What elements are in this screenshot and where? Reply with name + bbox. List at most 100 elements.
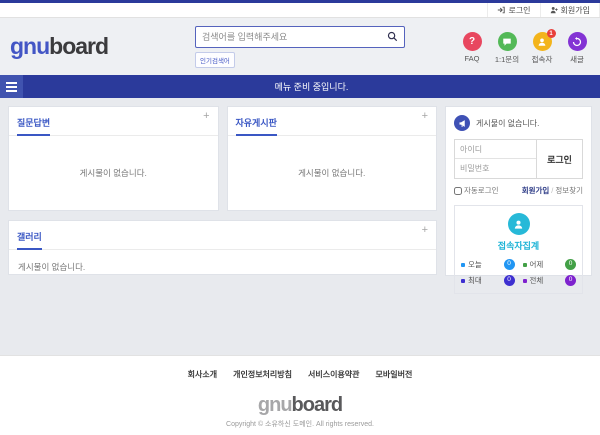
yesterday-label: 어제 bbox=[529, 260, 544, 269]
faq-button[interactable]: ? FAQ bbox=[459, 32, 485, 65]
footer-link-privacy[interactable]: 개인정보처리방침 bbox=[233, 370, 292, 379]
signup-sidebar-link[interactable]: 회원가입 bbox=[521, 186, 550, 195]
user-plus-icon bbox=[550, 6, 558, 14]
stat-total: 전체 0 bbox=[522, 275, 576, 286]
yesterday-value: 0 bbox=[565, 259, 576, 270]
max-label: 최대 bbox=[468, 276, 482, 285]
footer-link-mobile[interactable]: 모바일버전 bbox=[375, 370, 413, 379]
visitors-user-icon: 1 bbox=[532, 29, 556, 51]
yesterday-dot bbox=[522, 262, 527, 267]
search-button[interactable] bbox=[387, 30, 398, 45]
new-posts-label: 새글 bbox=[570, 55, 584, 64]
signup-link-label: 회원가입 bbox=[560, 5, 590, 15]
signup-link[interactable]: 회원가입 bbox=[539, 3, 600, 17]
chat-bubble-icon bbox=[497, 32, 517, 51]
total-value: 0 bbox=[565, 275, 576, 286]
board-free: 자유게시판 + 게시물이 없습니다. bbox=[226, 106, 437, 211]
links-divider: / bbox=[551, 186, 554, 195]
footer-logo-board: board bbox=[291, 394, 344, 416]
board-free-empty-text: 게시물이 없습니다. bbox=[298, 168, 366, 178]
board-free-header: 자유게시판 + bbox=[227, 107, 436, 136]
megaphone-icon bbox=[454, 115, 470, 131]
top-accent-line bbox=[0, 0, 600, 3]
logo-gnu: gnu bbox=[10, 33, 50, 59]
login-inputs bbox=[455, 140, 536, 178]
hamburger-menu-icon[interactable] bbox=[0, 75, 23, 98]
board-gallery: 갤러리 + 게시물이 없습니다. bbox=[8, 220, 437, 275]
inquiry-button[interactable]: 1:1문의 bbox=[494, 32, 520, 65]
stat-today: 오늘 0 bbox=[461, 259, 515, 270]
search-area: 인기검색어 bbox=[195, 26, 405, 68]
visitor-stats-user-icon bbox=[507, 213, 530, 235]
site-logo[interactable]: gnuboard bbox=[10, 33, 109, 59]
footer-logo: gnuboard bbox=[0, 395, 600, 415]
member-links: 회원가입 / 정보찾기 bbox=[522, 185, 583, 196]
footer-links: 회사소개 개인정보처리방침 서비스이용약관 모바일버전 bbox=[0, 369, 600, 380]
auto-login-checkbox[interactable] bbox=[454, 186, 462, 195]
find-info-link[interactable]: 정보찾기 bbox=[555, 186, 583, 195]
today-dot bbox=[461, 262, 465, 267]
popular-search-badge[interactable]: 인기검색어 bbox=[195, 52, 235, 68]
stat-yesterday: 어제 0 bbox=[522, 259, 576, 270]
sign-in-icon bbox=[497, 6, 506, 14]
login-button[interactable]: 로그인 bbox=[536, 140, 582, 178]
board-gallery-more-button[interactable]: + bbox=[421, 224, 428, 236]
max-dot bbox=[461, 278, 465, 283]
notice-widget: 게시물이 없습니다. bbox=[454, 115, 583, 131]
site-header: gnuboard 인기검색어 ? FAQ 1:1문의 bbox=[0, 18, 600, 75]
password-field[interactable] bbox=[455, 159, 536, 178]
new-posts-button[interactable]: 새글 bbox=[564, 32, 590, 65]
board-gallery-empty-text: 게시물이 없습니다. bbox=[18, 262, 86, 272]
footer-link-company[interactable]: 회사소개 bbox=[187, 370, 218, 379]
total-label: 전체 bbox=[529, 276, 544, 285]
auto-login-text: 자동로그인 bbox=[464, 186, 499, 195]
visitor-stats-title: 접속자집계 bbox=[497, 241, 540, 251]
login-options: 자동로그인 회원가입 / 정보찾기 bbox=[454, 185, 583, 196]
today-value: 0 bbox=[503, 259, 515, 270]
login-form: 로그인 bbox=[454, 139, 583, 179]
board-free-more-button[interactable]: + bbox=[421, 110, 428, 122]
footer-link-terms[interactable]: 서비스이용약관 bbox=[308, 370, 360, 379]
logo-board: board bbox=[49, 33, 109, 59]
visitors-count-badge: 1 bbox=[546, 29, 556, 38]
search-box bbox=[195, 26, 405, 48]
login-link-label: 로그인 bbox=[508, 5, 531, 15]
faq-label: FAQ bbox=[464, 54, 480, 63]
main-nav: 메뉴 준비 중입니다. bbox=[0, 75, 600, 98]
faq-question-icon: ? bbox=[462, 32, 482, 51]
visitors-label: 접속자 bbox=[531, 55, 553, 64]
board-gallery-title[interactable]: 갤러리 bbox=[17, 230, 42, 250]
site-footer: 회사소개 개인정보처리방침 서비스이용약관 모바일버전 gnuboard Cop… bbox=[0, 355, 600, 435]
board-qa-header: 질문답변 + bbox=[9, 107, 218, 136]
user-id-field[interactable] bbox=[455, 140, 536, 159]
today-label: 오늘 bbox=[468, 260, 482, 269]
notice-empty-text: 게시물이 없습니다. bbox=[476, 118, 540, 128]
stat-max: 최대 0 bbox=[461, 275, 515, 286]
footer-logo-gnu: gnu bbox=[257, 394, 293, 416]
board-qa-empty-text: 게시물이 없습니다. bbox=[79, 168, 147, 178]
auto-login-label[interactable]: 자동로그인 bbox=[454, 185, 499, 196]
board-qa: 질문답변 + 게시물이 없습니다. bbox=[8, 106, 219, 211]
login-link[interactable]: 로그인 bbox=[487, 3, 539, 17]
sidebar: 게시물이 없습니다. 로그인 자동로그인 회원가입/정보찾기 bbox=[445, 106, 592, 294]
visitor-stats-grid: 오늘 0 어제 0 최대 0 전체 0 bbox=[461, 259, 576, 286]
board-qa-more-button[interactable]: + bbox=[203, 110, 210, 122]
max-value: 0 bbox=[503, 275, 515, 286]
total-dot bbox=[522, 278, 527, 283]
boards-column: 질문답변 + 게시물이 없습니다. 자유게시판 + 게시물이 없습니다. 갤러리 bbox=[8, 106, 437, 347]
main-content: 질문답변 + 게시물이 없습니다. 자유게시판 + 게시물이 없습니다. 갤러리 bbox=[0, 98, 600, 355]
visitors-button[interactable]: 1 접속자 bbox=[529, 29, 556, 65]
refresh-icon bbox=[567, 32, 587, 51]
inquiry-label: 1:1문의 bbox=[494, 55, 520, 64]
board-qa-title[interactable]: 질문답변 bbox=[17, 116, 51, 136]
menu-notice-text: 메뉴 준비 중입니다. bbox=[274, 82, 349, 92]
utility-bar: 로그인 회원가입 bbox=[0, 3, 600, 18]
visitor-stats-widget: 접속자집계 오늘 0 어제 0 최대 0 전체 bbox=[454, 205, 583, 294]
copyright-text: Copyright © 소유하신 도메인. All rights reserve… bbox=[226, 421, 374, 428]
board-free-title[interactable]: 자유게시판 bbox=[235, 116, 277, 136]
search-input[interactable] bbox=[202, 32, 387, 42]
search-icon bbox=[387, 30, 398, 45]
quick-icons: ? FAQ 1:1문의 1 접속자 새글 bbox=[459, 28, 590, 65]
board-gallery-header: 갤러리 + bbox=[9, 221, 436, 250]
